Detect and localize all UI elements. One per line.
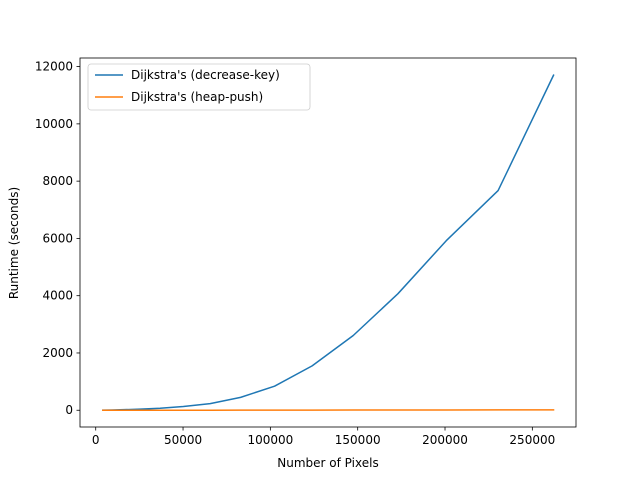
y-tick-label: 2000 xyxy=(42,346,73,360)
x-axis-label: Number of Pixels xyxy=(277,456,378,470)
x-tick-label: 250000 xyxy=(509,433,555,447)
y-tick-label: 4000 xyxy=(42,289,73,303)
x-axis-ticks: 0 50000 100000 150000 200000 250000 xyxy=(92,427,555,447)
x-tick-label: 50000 xyxy=(164,433,202,447)
series-line-decrease-key xyxy=(103,75,554,410)
y-tick-label: 8000 xyxy=(42,174,73,188)
legend-label-heap-push: Dijkstra's (heap-push) xyxy=(131,90,263,104)
y-tick-label: 12000 xyxy=(35,60,73,74)
x-tick-label: 150000 xyxy=(335,433,381,447)
legend-label-decrease-key: Dijkstra's (decrease-key) xyxy=(131,68,280,82)
x-tick-label: 100000 xyxy=(247,433,293,447)
y-axis-ticks: 0 2000 4000 6000 8000 10000 12000 xyxy=(35,60,80,418)
axes-frame xyxy=(80,58,576,427)
x-tick-label: 0 xyxy=(92,433,100,447)
x-tick-label: 200000 xyxy=(422,433,468,447)
y-tick-label: 10000 xyxy=(35,117,73,131)
plot-lines xyxy=(103,75,554,410)
chart-legend: Dijkstra's (decrease-key) Dijkstra's (he… xyxy=(88,64,310,110)
y-tick-label: 0 xyxy=(65,403,73,417)
y-tick-label: 6000 xyxy=(42,231,73,245)
y-axis-label: Runtime (seconds) xyxy=(7,187,21,299)
